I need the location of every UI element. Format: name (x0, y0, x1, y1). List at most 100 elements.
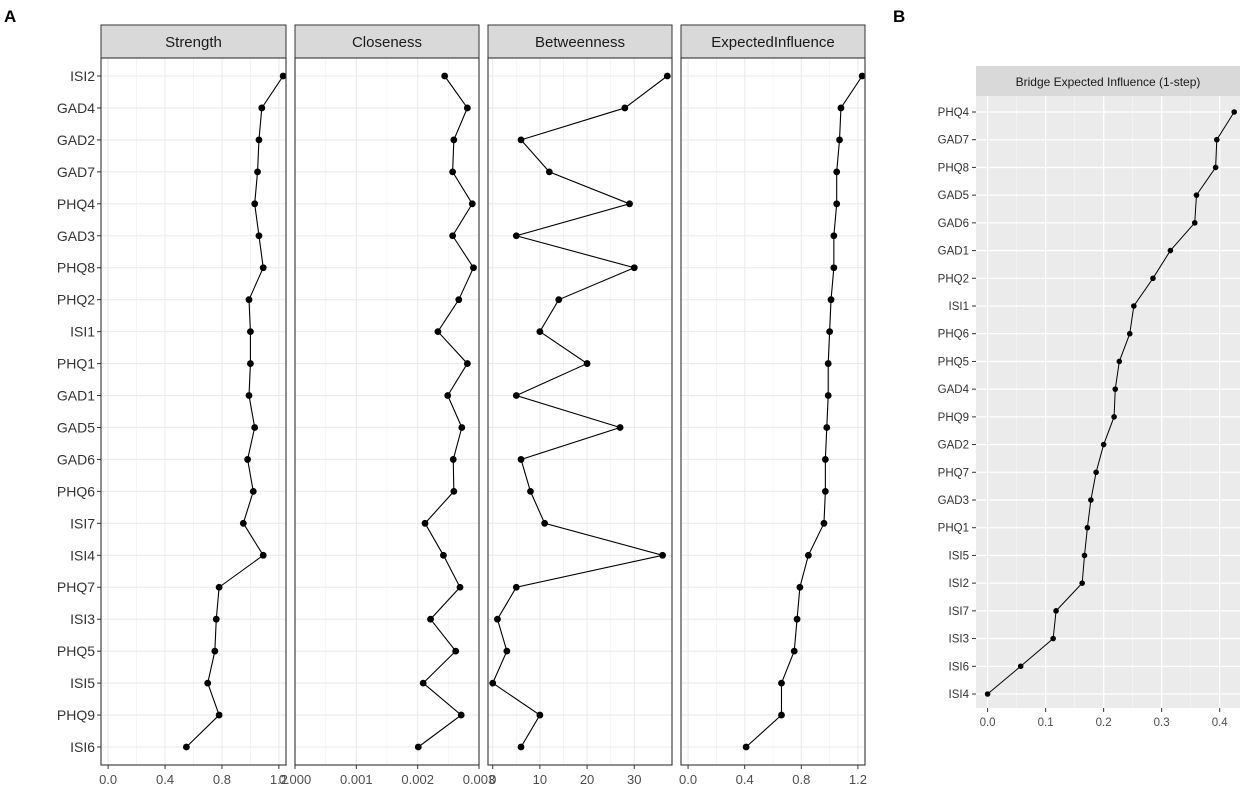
y-label-isi7: ISI7 (70, 515, 95, 531)
point-bridge-phq5 (1116, 358, 1123, 365)
point-betweenness-isi3 (494, 615, 501, 623)
y-label-bridge-isi1: ISI1 (949, 301, 969, 313)
panel-a-centrality-plot: ISI2 GAD4 GAD2 GAD7 PHQ4 GAD3 PHQ8 PHQ2 ISI1 PHQ1… (57, 24, 867, 787)
point-expectedinfluence-isi1 (826, 328, 834, 336)
point-strength-phq9 (215, 711, 223, 719)
x-tick-label-expectedinfluence: 1.2 (849, 772, 867, 787)
point-closeness-isi4 (440, 551, 447, 559)
y-label-bridge-isi2: ISI2 (949, 578, 969, 590)
y-label-phq1: PHQ1 (57, 356, 95, 372)
point-expectedinfluence-gad4 (837, 104, 845, 112)
x-tick-label-betweenness: 0 (489, 772, 496, 787)
point-betweenness-phq7 (512, 583, 520, 591)
point-closeness-isi1 (434, 328, 442, 336)
y-label-phq4: PHQ4 (57, 196, 95, 212)
point-closeness-isi2 (441, 72, 449, 80)
point-expectedinfluence-isi6 (742, 743, 750, 751)
point-betweenness-phq9 (536, 711, 544, 719)
point-betweenness-gad4 (621, 104, 629, 112)
point-strength-gad4 (258, 104, 266, 112)
point-bridge-isi2 (1079, 580, 1085, 586)
point-betweenness-phq6 (527, 487, 534, 495)
point-bridge-gad6 (1191, 220, 1198, 226)
point-bridge-isi1 (1131, 303, 1137, 309)
point-strength-phq4 (251, 200, 259, 208)
point-expectedinfluence-gad6 (821, 456, 829, 463)
y-label-bridge-gad6: GAD6 (938, 218, 969, 230)
x-tick-label-expectedinfluence: 0.0 (679, 772, 697, 787)
point-expectedinfluence-gad5 (823, 424, 831, 431)
point-betweenness-phq5 (503, 647, 511, 655)
y-label-bridge-isi3: ISI3 (949, 634, 969, 646)
point-closeness-isi7 (421, 519, 429, 527)
series-line-closeness (417, 75, 475, 748)
point-closeness-isi6 (414, 743, 422, 751)
strip-closeness (294, 24, 480, 59)
y-label-bridge-gad5: GAD5 (938, 190, 969, 202)
point-closeness-gad1 (444, 392, 452, 399)
point-betweenness-gad5 (616, 424, 624, 431)
point-expectedinfluence-isi5 (778, 679, 785, 687)
point-betweenness-isi6 (517, 743, 525, 751)
x-tick-label-expectedinfluence: 0.4 (736, 772, 754, 787)
point-betweenness-gad2 (517, 136, 525, 144)
x-tick-label-bridge: 0.4 (1212, 717, 1229, 729)
point-expectedinfluence-phq2 (827, 296, 835, 304)
point-bridge-gad5 (1193, 192, 1200, 198)
panel-border-strength (100, 57, 287, 766)
point-strength-isi1 (247, 328, 254, 336)
facet-strength: Strength 0.0 0.4 0.8 1.2 (99, 24, 288, 787)
panel-bg-betweenness (488, 58, 672, 765)
y-label-bridge-gad7: GAD7 (938, 135, 969, 147)
strip-label-bridge: Bridge Expected Influence (1-step) (1016, 75, 1201, 89)
point-strength-gad5 (251, 424, 259, 431)
series-line-bridge (987, 111, 1235, 695)
panel-letter-b: B (893, 7, 905, 26)
y-label-isi5: ISI5 (70, 675, 95, 691)
strip-label-betweenness: Betweenness (535, 34, 625, 51)
point-closeness-phq4 (468, 200, 476, 208)
point-strength-isi6 (182, 743, 190, 751)
point-bridge-phq6 (1126, 330, 1133, 337)
point-closeness-isi5 (419, 679, 427, 687)
point-closeness-phq5 (452, 647, 460, 655)
point-expectedinfluence-phq1 (824, 360, 832, 367)
panel-bg-bridge (976, 96, 1240, 708)
y-label-bridge-gad3: GAD3 (938, 495, 969, 507)
y-label-bridge-gad4: GAD4 (938, 384, 970, 396)
x-tick-label-closeness: 0.000 (279, 772, 312, 787)
x-tick-label-closeness: 0.003 (463, 772, 496, 787)
x-tick-label-closeness: 0.001 (340, 772, 373, 787)
x-tick-label-strength: 1.2 (270, 772, 288, 787)
point-betweenness-phq2 (555, 296, 563, 304)
y-label-gad3: GAD3 (57, 228, 95, 244)
point-betweenness-gad3 (512, 232, 520, 240)
point-strength-isi4 (259, 551, 267, 559)
point-bridge-isi6 (1017, 663, 1024, 670)
y-label-gad7: GAD7 (57, 164, 95, 180)
y-label-bridge-isi6: ISI6 (949, 661, 969, 673)
point-strength-phq2 (245, 296, 253, 304)
y-label-bridge-phq5: PHQ5 (938, 356, 969, 368)
point-closeness-gad5 (458, 424, 466, 431)
point-expectedinfluence-gad7 (833, 168, 841, 176)
point-bridge-phq9 (1111, 414, 1117, 420)
point-closeness-phq6 (450, 487, 458, 495)
y-label-gad1: GAD1 (57, 388, 95, 404)
point-closeness-phq1 (463, 360, 471, 367)
point-expectedinfluence-isi4 (804, 551, 812, 559)
facet-expectedinfluence: ExpectedInfluence 0.0 0.4 0.8 1.2 (679, 24, 867, 787)
point-strength-phq5 (211, 647, 219, 655)
point-expectedinfluence-isi2 (858, 72, 866, 80)
y-label-bridge-phq6: PHQ6 (938, 329, 969, 341)
point-expectedinfluence-phq4 (833, 200, 841, 208)
x-tick-label-closeness: 0.002 (401, 772, 434, 787)
point-bridge-phq7 (1093, 469, 1099, 476)
y-label-phq5: PHQ5 (57, 643, 95, 659)
point-expectedinfluence-isi3 (793, 615, 801, 623)
point-betweenness-isi1 (536, 328, 544, 336)
y-label-phq6: PHQ6 (57, 483, 95, 499)
panel-b-bridge-plot: Bridge Expected Influence (1-step) PHQ4 GA… (938, 66, 1240, 729)
point-betweenness-phq4 (626, 200, 633, 208)
point-bridge-isi5 (1081, 552, 1088, 559)
